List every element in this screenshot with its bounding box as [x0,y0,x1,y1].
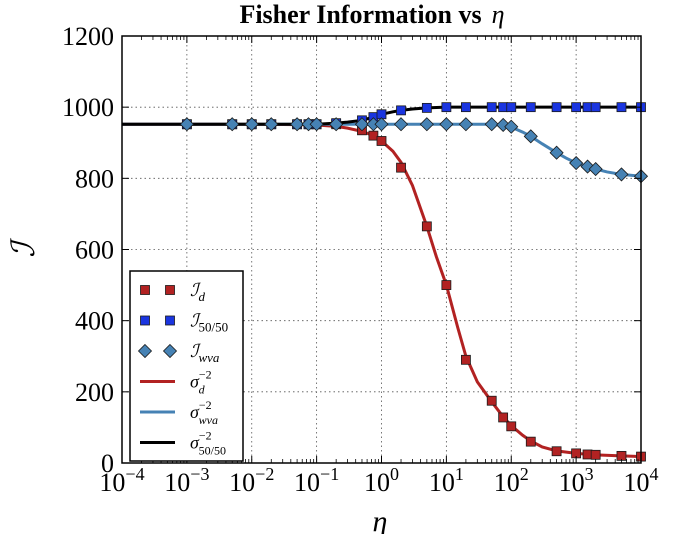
chart-title: Fisher Information vs η [239,0,504,29]
fisher-wva-point [354,117,370,132]
fisher-d-point [498,412,509,423]
fisher-wva-point [484,117,499,132]
fisher-50-50-point [441,102,452,113]
legend-sigma-d-label: σ−2 d [190,368,212,397]
legend-sigma-50-50-label: σ−2 50/50 [190,429,226,458]
x-tick-exponent: −1 [320,464,339,484]
x-tick-label: 102 [494,464,529,497]
fisher-wva-point [374,117,389,132]
x-tick-label: 10−1 [294,464,339,497]
x-tick-label: 103 [559,464,594,497]
x-tick-base: 10 [559,468,585,497]
x-tick-label: 100 [364,464,399,497]
legend-fisher-50-50-marker [165,315,175,326]
y-tick-label: 800 [75,164,114,193]
fisher-d-point [368,130,379,141]
fisher-d-point [525,436,536,447]
y-tick-label: 400 [75,307,114,336]
fisher-wva-point [393,117,409,132]
fisher-50-50-point [421,102,432,113]
y-tick-label: 600 [75,236,114,265]
x-axis-label: η [373,505,388,534]
fisher-50-50-point [486,102,497,113]
x-tick-exponent: 2 [520,464,529,484]
fisher-d-point [441,280,452,290]
legend-fisher-d-marker [140,285,150,295]
x-tick-base: 10 [229,468,255,497]
y-tick-labels: 0 200 400 600 800 1000 1200 [62,22,114,478]
x-tick-label: 101 [429,464,464,497]
legend-box [129,270,244,462]
legend-sigma-wva-label: σ−2 wva [190,398,218,427]
x-tick-exponent: 3 [585,464,594,484]
y-axis-label: ℐ [5,238,41,258]
x-tick-base: 10 [624,468,650,497]
legend-fisher-50-50-marker [140,315,150,326]
y-tick-label: 1200 [62,22,114,51]
fisher-wva-point [569,155,584,171]
x-tick-label: 104 [624,464,659,497]
fisher-50-50-point [498,102,509,113]
x-tick-exponent: −3 [190,464,209,484]
legend-fisher-wva-marker [137,343,153,359]
fisher-wva-point [439,117,454,132]
fisher-50-50-point [571,102,582,113]
x-tick-label: 10−4 [99,464,144,497]
fisher-wva-point [419,117,434,132]
fisher-50-50-point [590,102,601,113]
x-tick-base: 10 [494,468,520,497]
fisher-d-point [461,354,471,365]
fisher-wva-point [588,162,603,177]
fisher-d-point [421,221,432,232]
fisher-wva-point [244,117,259,132]
fisher-50-50-point [616,102,627,113]
fisher-d-point [506,421,517,432]
fisher-wva-point [458,117,473,132]
fisher-d-point [582,449,593,460]
x-tick-base: 10 [429,468,455,497]
x-tick-labels: 10−4 10−3 10−2 10−1 100 101 102 103 104 [99,464,658,497]
x-tick-exponent: 0 [390,464,399,484]
fisher-d-point [551,446,562,457]
fisher-wva-point [290,117,305,132]
x-tick-base: 10 [99,468,125,497]
legend-fisher-d-marker [165,285,175,295]
x-tick-base: 10 [164,468,190,497]
x-tick-exponent: −4 [125,464,144,484]
fisher-d-point [396,162,406,173]
legend-fisher-wva-marker [162,343,178,359]
fisher-50-50-point [506,102,517,113]
fisher-50-50-point [396,105,406,116]
x-tick-base: 10 [294,468,320,497]
fisher-wva-point [329,117,344,132]
fisher-d-point [376,136,387,146]
x-tick-label: 10−3 [164,464,209,497]
x-tick-base: 10 [364,468,390,497]
fisher-wva-point [614,167,629,182]
x-tick-exponent: 1 [455,464,464,484]
fisher-50-50-point [525,102,536,113]
fisher-wva-point [264,117,279,132]
fisher-wva-point [523,129,538,144]
x-tick-exponent: 4 [650,464,659,484]
x-tick-exponent: −2 [255,464,274,484]
fisher-50-50-point [461,102,471,113]
fisher-wva-point [504,119,519,134]
fisher-wva-point [225,117,240,132]
fisher-50-50-point [582,102,593,113]
axis-ticks [121,35,642,464]
fisher-wva-point [549,145,564,160]
fisher-d-point [590,449,601,460]
fisher-wva-point [309,117,324,132]
x-tick-label: 10−2 [229,464,274,497]
fisher-50-50-point [551,102,562,113]
fisher-d-point [486,395,497,406]
y-tick-label: 1000 [62,93,114,122]
y-tick-label: 0 [101,449,114,478]
y-tick-label: 200 [75,378,114,407]
fisher-wva-point [179,117,194,132]
